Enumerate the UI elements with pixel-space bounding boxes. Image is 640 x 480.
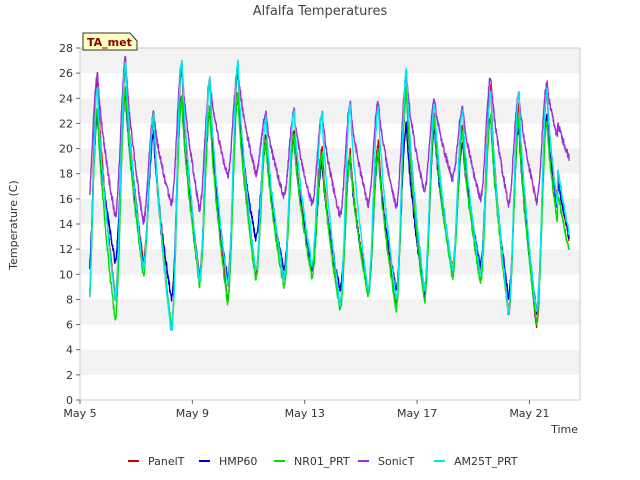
x-tick-label: May 13 — [285, 407, 325, 420]
y-tick-label: 26 — [59, 67, 73, 80]
y-tick-label: 22 — [59, 117, 73, 130]
y-tick-label: 28 — [59, 42, 73, 55]
x-tick-label: May 9 — [176, 407, 209, 420]
band-22 — [80, 98, 580, 124]
y-tick-label: 20 — [59, 143, 73, 156]
x-axis-label: Time — [550, 423, 578, 436]
badge-shape — [82, 32, 138, 51]
series-lines — [89, 55, 570, 331]
series-line-sonict — [89, 55, 570, 225]
legend-item: SonicT — [358, 455, 415, 468]
chart-title: Alfalfa Temperatures — [253, 4, 388, 19]
legend-item: AM25T_PRT — [434, 455, 518, 468]
y-tick-label: 0 — [66, 394, 73, 407]
band-2 — [80, 349, 580, 375]
legend-label: PanelT — [148, 455, 185, 468]
y-tick-label: 14 — [59, 218, 73, 231]
y-tick-label: 18 — [59, 168, 73, 181]
band-4 — [80, 324, 580, 350]
x-tick-label: May 5 — [63, 407, 96, 420]
legend-label: NR01_PRT — [294, 455, 350, 468]
x-tick-label: May 21 — [509, 407, 549, 420]
band-6 — [80, 299, 580, 325]
legend-item: NR01_PRT — [274, 455, 350, 468]
y-axis-label: Temperature (C) — [7, 180, 20, 270]
badge-label: TA_met — [87, 36, 132, 49]
legend: PanelT HMP60 NR01_PRT SonicT AM25T_PRT — [128, 455, 518, 468]
ta-met-badge: TA_met — [82, 32, 138, 51]
y-tick-label: 6 — [66, 319, 73, 332]
y-tick-label: 4 — [66, 344, 73, 357]
legend-label: SonicT — [378, 455, 415, 468]
legend-item: PanelT — [128, 455, 185, 468]
band-26 — [80, 48, 580, 74]
band-24 — [80, 73, 580, 99]
series-line-am25t-prt — [89, 59, 570, 331]
x-tick-label: May 17 — [397, 407, 437, 420]
band-0 — [80, 374, 580, 400]
legend-item: HMP60 — [199, 455, 257, 468]
y-tick-label: 16 — [59, 193, 73, 206]
legend-label: HMP60 — [219, 455, 257, 468]
y-tick-label: 8 — [66, 293, 73, 306]
y-tick-label: 2 — [66, 369, 73, 382]
y-tick-label: 12 — [59, 243, 73, 256]
legend-label: AM25T_PRT — [454, 455, 518, 468]
y-tick-label: 10 — [59, 268, 73, 281]
y-tick-label: 24 — [59, 92, 73, 105]
x-axis: May 5 May 9 May 13 May 17 May 21 — [63, 400, 550, 420]
band-8 — [80, 274, 580, 300]
